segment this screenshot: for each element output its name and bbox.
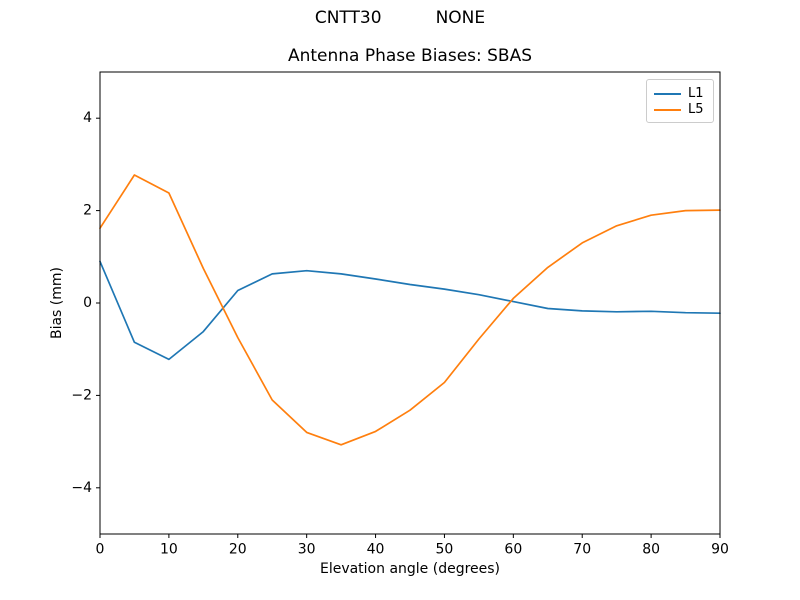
legend-label-L5: L5 — [688, 102, 704, 117]
legend-line-swatch-L1 — [654, 92, 681, 95]
series-line-L1 — [99, 260, 721, 361]
x-axis-label: Elevation angle (degrees) — [319, 561, 501, 577]
x-tick-label: 0 — [96, 542, 105, 558]
legend-item-L5: L5 — [654, 102, 706, 117]
x-tick-label: 90 — [711, 542, 729, 558]
axes-spines — [99, 71, 721, 535]
legend: L1 L5 — [646, 79, 714, 123]
x-tick-label: 80 — [642, 542, 660, 558]
x-tick-label: 60 — [504, 542, 522, 558]
legend-line-swatch-L5 — [654, 108, 681, 111]
y-tick-label: 2 — [83, 203, 92, 219]
series-line-L5 — [99, 174, 721, 446]
y-tick-label: 0 — [83, 295, 92, 311]
y-tick-label: −2 — [71, 387, 92, 403]
legend-label-L1: L1 — [688, 86, 704, 101]
y-tick-label: 4 — [83, 110, 92, 126]
figure-suptitle: CNTT30 NONE — [314, 8, 486, 28]
chart-title: Antenna Phase Biases: SBAS — [287, 46, 533, 66]
x-tick-label: 30 — [298, 542, 316, 558]
y-tick-label: −4 — [71, 480, 92, 496]
x-tick-label: 40 — [367, 542, 385, 558]
x-tick-label: 50 — [436, 542, 454, 558]
x-tick-label: 20 — [229, 542, 247, 558]
x-tick-label: 10 — [160, 542, 178, 558]
x-tick-label: 70 — [573, 542, 591, 558]
legend-item-L1: L1 — [654, 86, 706, 101]
y-axis-label: Bias (mm) — [49, 266, 65, 340]
